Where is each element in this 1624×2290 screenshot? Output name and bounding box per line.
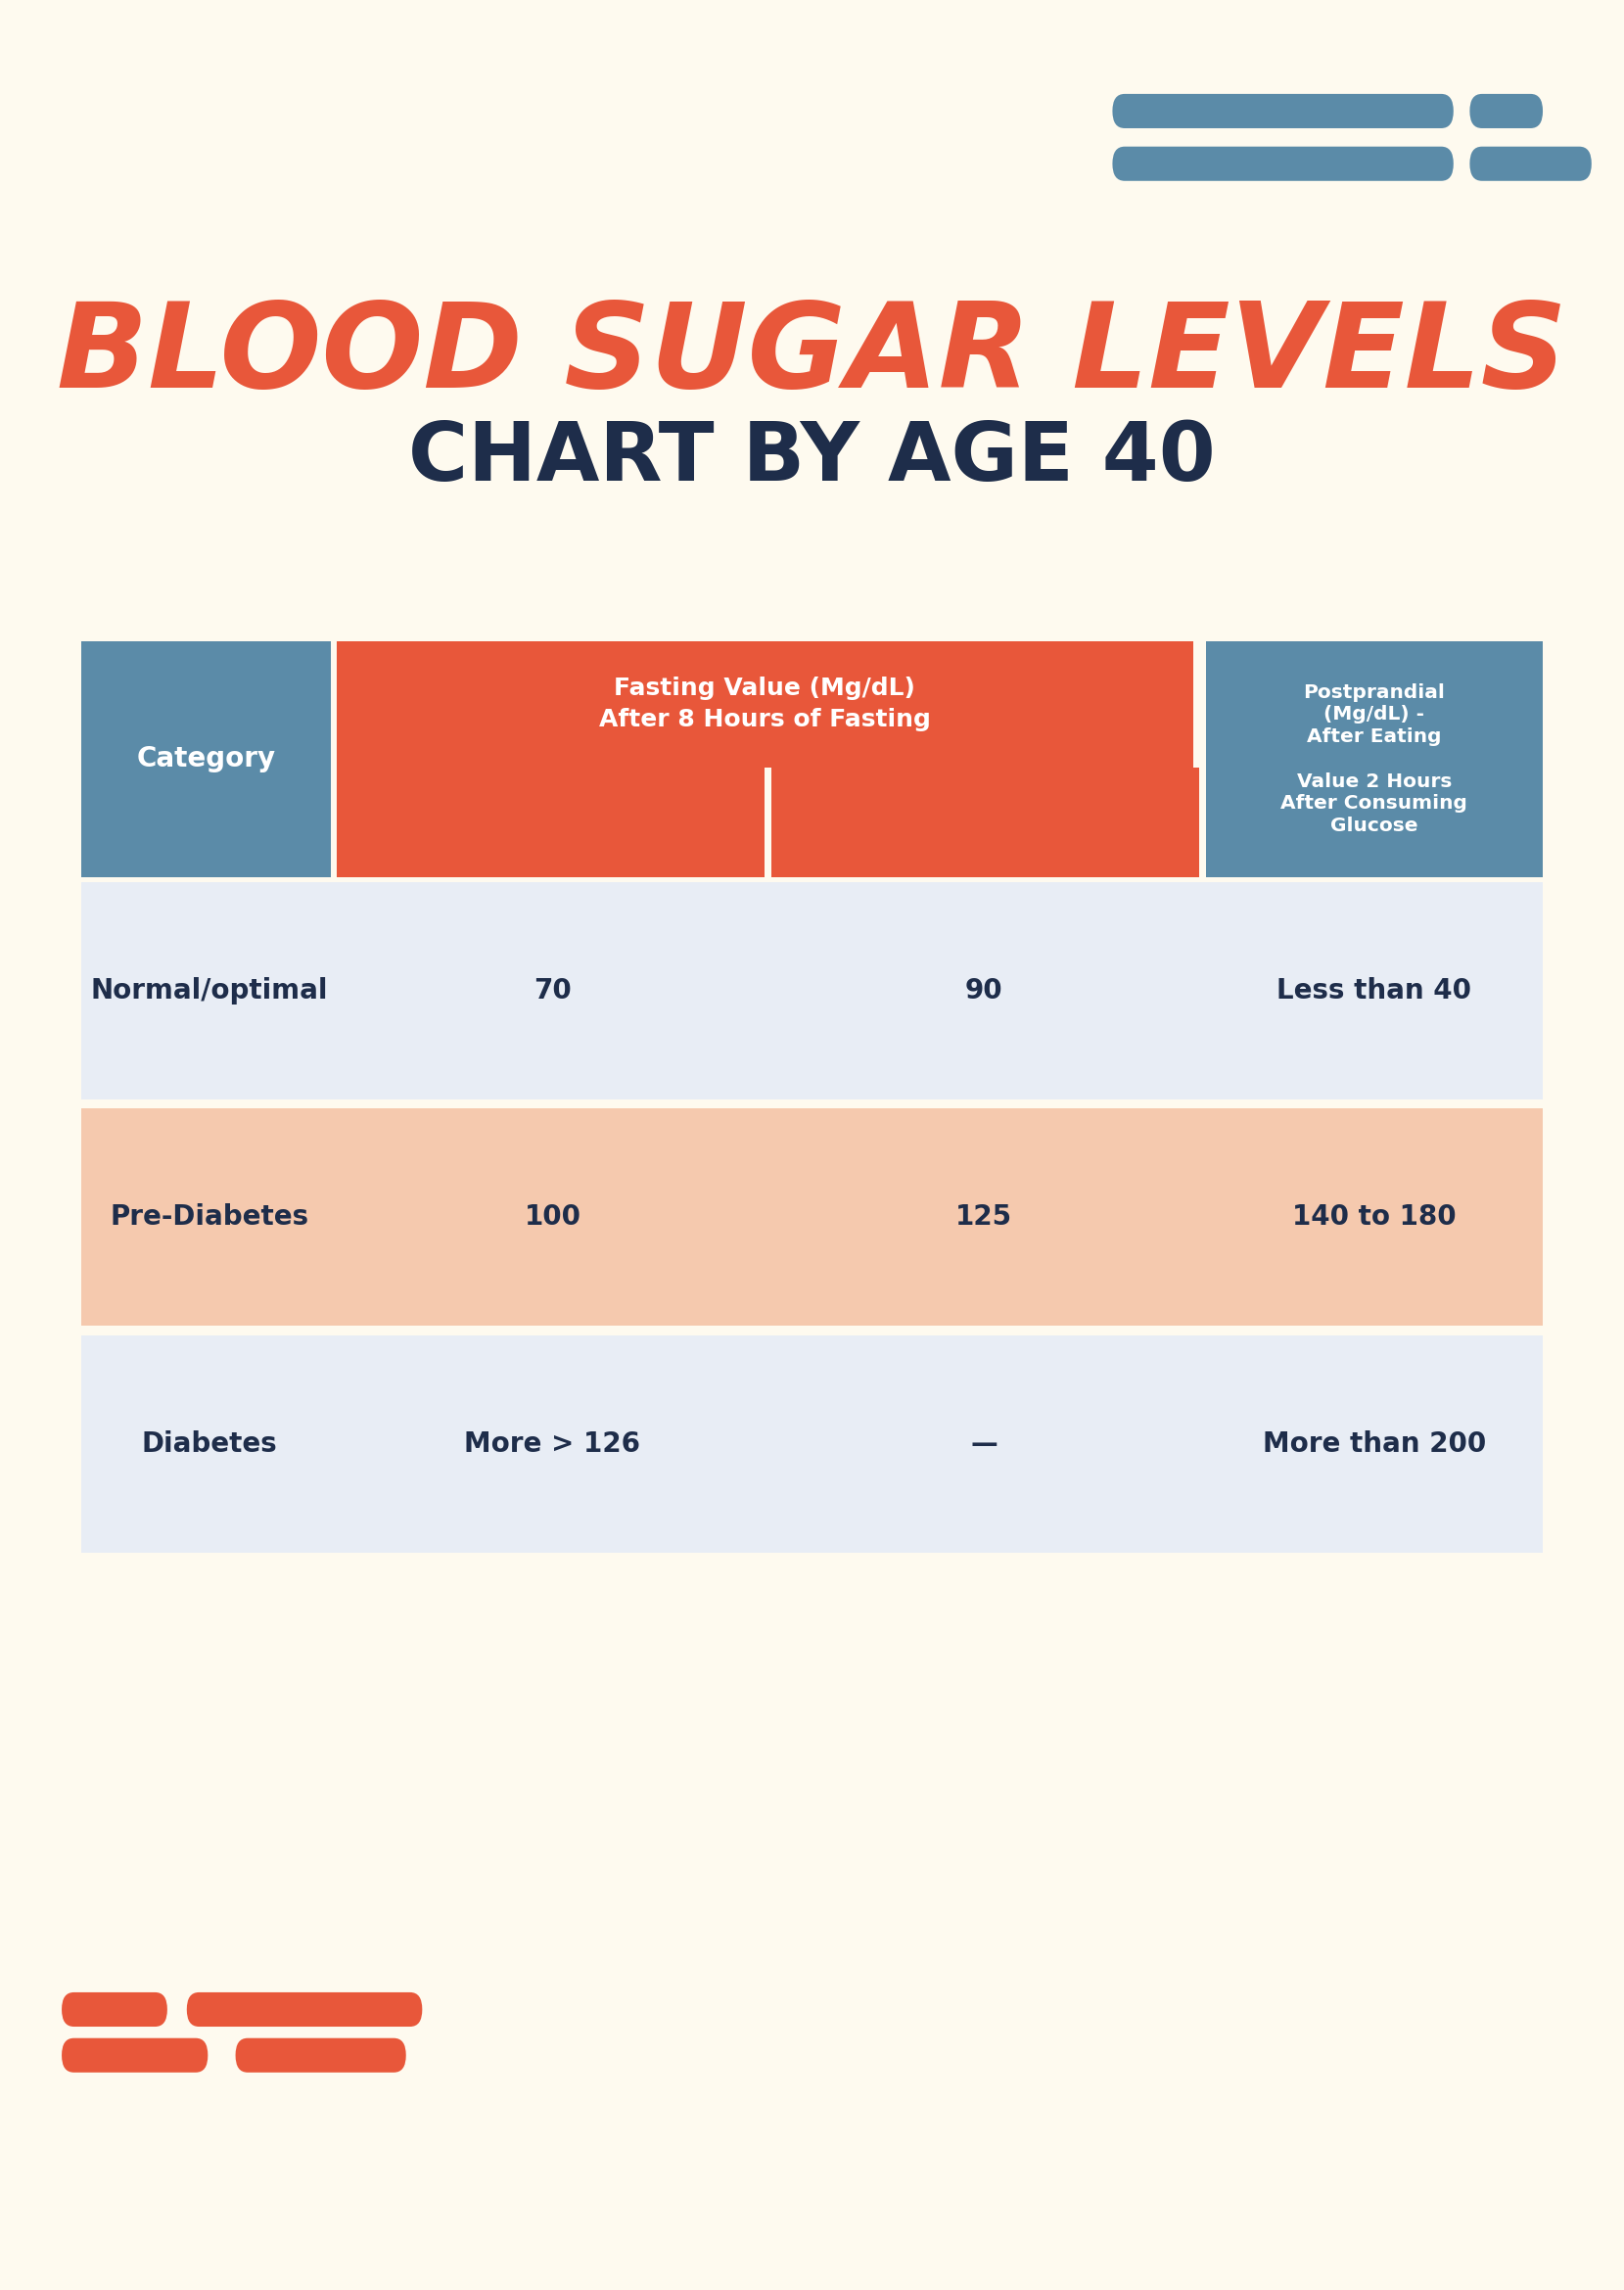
- Bar: [81, 1335, 1543, 1553]
- Text: BLOOD SUGAR LEVELS: BLOOD SUGAR LEVELS: [57, 298, 1567, 412]
- Text: More than 200: More than 200: [1262, 1431, 1486, 1456]
- FancyBboxPatch shape: [62, 1992, 167, 2027]
- FancyBboxPatch shape: [1470, 94, 1543, 128]
- Text: Medium Value: Medium Value: [453, 811, 648, 834]
- Text: 90: 90: [965, 978, 1002, 1003]
- Text: Postprandial
(Mg/dL) -
After Eating

Value 2 Hours
After Consuming
Glucose: Postprandial (Mg/dL) - After Eating Valu…: [1281, 682, 1468, 836]
- FancyBboxPatch shape: [62, 2038, 208, 2072]
- Bar: [771, 767, 1199, 877]
- Text: More > 126: More > 126: [464, 1431, 640, 1456]
- Text: Maximum Value: Maximum Value: [875, 811, 1095, 834]
- Text: 100: 100: [525, 1205, 581, 1230]
- FancyBboxPatch shape: [1470, 147, 1592, 181]
- Text: Diabetes: Diabetes: [141, 1431, 278, 1456]
- Bar: [336, 641, 1192, 767]
- Text: Pre-Diabetes: Pre-Diabetes: [110, 1205, 309, 1230]
- Text: 125: 125: [955, 1205, 1012, 1230]
- Bar: [81, 641, 330, 877]
- Text: Fasting Value (Mg/dL)
After 8 Hours of Fasting: Fasting Value (Mg/dL) After 8 Hours of F…: [599, 678, 931, 731]
- FancyBboxPatch shape: [1112, 147, 1453, 181]
- Text: —: —: [970, 1431, 997, 1456]
- Text: Less than 40: Less than 40: [1276, 978, 1471, 1003]
- FancyBboxPatch shape: [235, 2038, 406, 2072]
- Bar: [336, 767, 765, 877]
- Bar: [81, 1108, 1543, 1326]
- FancyBboxPatch shape: [187, 1992, 422, 2027]
- Bar: [1205, 641, 1543, 877]
- FancyBboxPatch shape: [1112, 94, 1453, 128]
- Text: CHART BY AGE 40: CHART BY AGE 40: [408, 419, 1216, 497]
- Text: Category: Category: [136, 747, 276, 772]
- Bar: [81, 882, 1543, 1099]
- Text: Normal/optimal: Normal/optimal: [91, 978, 328, 1003]
- Text: 70: 70: [534, 978, 572, 1003]
- Text: 140 to 180: 140 to 180: [1293, 1205, 1457, 1230]
